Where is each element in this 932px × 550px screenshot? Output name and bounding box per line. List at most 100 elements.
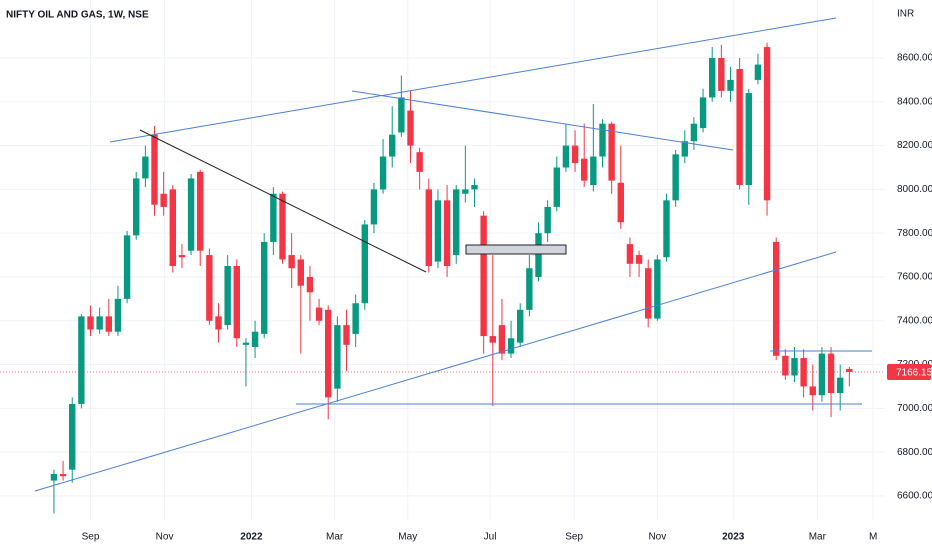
x-tick-label: Nov (648, 532, 666, 543)
y-tick-label: 6600.00 (897, 491, 932, 502)
range-box (465, 244, 567, 255)
y-tick-label: 6800.00 (897, 447, 932, 458)
candle-body (837, 377, 844, 394)
candle-body (69, 403, 76, 470)
trend-line (34, 251, 837, 492)
candle-body (151, 134, 158, 205)
candle-body (791, 357, 798, 376)
trend-line (351, 90, 734, 151)
candle-body (608, 123, 615, 181)
candle-body (544, 206, 551, 234)
y-tick-label: 7000.00 (897, 403, 932, 414)
candle-body (123, 235, 131, 299)
candle-body (96, 316, 103, 330)
candle-body (352, 303, 359, 334)
candle-body (325, 309, 332, 398)
candle-body (270, 193, 277, 242)
candle-body (654, 259, 661, 319)
candle-body (617, 182, 624, 223)
y-tick-label: 8600.00 (897, 53, 932, 64)
chart-title: NIFTY OIL AND GAS, 1W, NSE (6, 10, 149, 21)
candle-body (754, 64, 762, 80)
candle-body (471, 185, 478, 190)
drawings (34, 17, 872, 492)
candle-body (261, 241, 268, 334)
x-tick-label: Sep (82, 532, 100, 543)
candle-body (727, 79, 734, 91)
currency-label: INR (897, 9, 914, 20)
candle-body (507, 338, 515, 354)
candle-body (635, 255, 643, 264)
candle-body (78, 316, 85, 404)
candle-body (846, 368, 853, 372)
candle-body (434, 200, 442, 262)
candle-body (480, 215, 487, 337)
candle-body (535, 233, 542, 277)
candle-body (489, 336, 496, 343)
candle-body (306, 276, 314, 293)
candle-body (581, 158, 588, 181)
candle-body (562, 145, 570, 168)
last-price-badge (887, 363, 931, 380)
candle-body (809, 386, 816, 396)
candle-body (745, 93, 752, 186)
candle-body (288, 255, 295, 269)
x-tick-label: Sep (565, 532, 583, 543)
candle-body (224, 266, 231, 326)
x-tick-label: Mar (809, 532, 827, 543)
candle-body (334, 325, 341, 389)
grid-layer (0, 0, 885, 520)
candle-body (681, 141, 688, 157)
y-tick-label: 7400.00 (897, 315, 932, 326)
candle-body (690, 123, 698, 142)
candle-body (197, 171, 204, 251)
candle-body (50, 474, 58, 481)
y-tick-label: 8400.00 (897, 96, 932, 107)
x-tick-label: May (398, 532, 417, 543)
candle-body (169, 189, 176, 267)
candle-body (663, 200, 670, 258)
candle-body (718, 58, 725, 91)
candle-body (178, 255, 186, 258)
candle-body (590, 156, 597, 186)
candle-body (315, 307, 323, 321)
x-tick-label: 2023 (722, 532, 745, 543)
x-tick-label: M (869, 532, 877, 543)
candle-body (59, 474, 67, 477)
candle-body (379, 156, 387, 190)
candle-body (571, 145, 579, 164)
candle-body (498, 325, 506, 354)
candle-body (416, 152, 423, 172)
y-tick-label: 8000.00 (897, 184, 932, 195)
y-tick-label: 7600.00 (897, 272, 932, 283)
candle-body (645, 268, 652, 319)
candle-body (800, 357, 807, 387)
candle-body (206, 255, 213, 321)
x-tick-label: 2022 (240, 532, 263, 543)
candle-body (626, 244, 634, 264)
candle-body (187, 178, 195, 251)
last-price-label: 7166.15 (896, 368, 932, 379)
x-tick-label: Jul (484, 532, 497, 543)
candle-body (773, 241, 780, 356)
candle-body (160, 193, 167, 207)
candle-body (736, 68, 743, 186)
candle-body (343, 325, 350, 345)
candle-body (398, 97, 405, 133)
candle-body (87, 316, 94, 330)
candle-body (215, 316, 222, 330)
candle-body (517, 309, 524, 343)
trend-line (109, 17, 837, 143)
candle-body (526, 268, 533, 310)
candle-body (672, 154, 679, 201)
trend-line (139, 129, 427, 273)
candle-body (279, 193, 286, 260)
candle-body (251, 331, 259, 348)
candle-body (233, 266, 240, 339)
candle-body (361, 224, 368, 304)
candle-body (114, 298, 122, 332)
y-tick-label: 7800.00 (897, 228, 932, 239)
candle-body (453, 189, 460, 256)
candle-body (242, 342, 250, 345)
candle-body (462, 189, 469, 194)
